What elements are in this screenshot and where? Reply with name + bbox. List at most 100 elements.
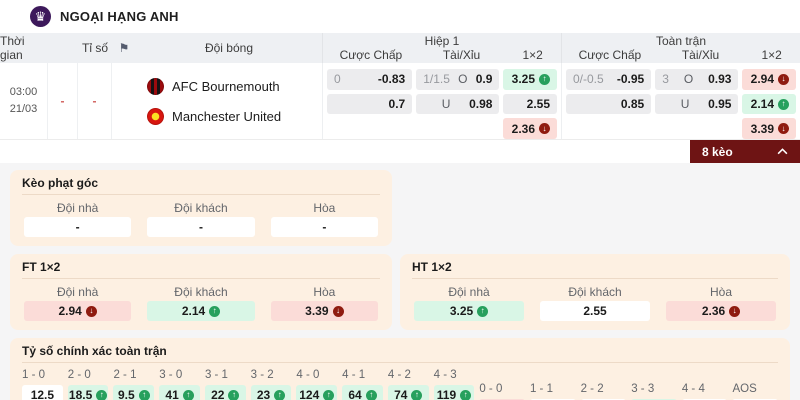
panel-title: Kèo phạt góc	[22, 176, 380, 195]
handicap-odds-cell[interactable]: 0.7	[327, 93, 413, 115]
odds-row: 2.36 ↓	[327, 118, 557, 140]
ft-column-labels: Đội nhà Đội khách Hòa	[24, 284, 378, 301]
score-odds-cell[interactable]: 41 ↑	[159, 385, 200, 400]
odds-cell[interactable]: 2.55	[540, 301, 650, 321]
score-label: AOS	[732, 383, 757, 395]
trend-up-icon: ↑	[365, 389, 377, 400]
odds-cell[interactable]: -	[270, 217, 378, 237]
subheader-1x2: 1×2	[522, 47, 543, 62]
away-team-row[interactable]: Manchester United	[147, 107, 322, 125]
odds-cell[interactable]: 2.94 ↓	[24, 301, 132, 321]
score-column: 1 - 16.2	[529, 368, 576, 400]
score-label: 1 - 0	[22, 369, 46, 381]
odds-value: 2.55	[526, 97, 550, 111]
ou-side: U	[441, 97, 451, 111]
trend-down-icon: ↓	[778, 123, 789, 135]
over-under-odds-cell[interactable]: U 0.98	[416, 93, 500, 115]
odds-cell[interactable]: 3.25 ↑	[414, 301, 524, 321]
ht-1x2-panel: HT 1×2 Đội nhà Đội khách Hòa 3.25 ↑ 2.55 2.36…	[400, 254, 790, 330]
subheader-over-under: Tài/Xỉu	[442, 47, 481, 62]
odds-cell[interactable]: 2.36 ↓	[666, 301, 776, 321]
ou-side: O	[458, 72, 468, 87]
over-under-odds-cell[interactable]: U 0.95	[655, 93, 739, 115]
trend-up-icon: ↑	[96, 389, 108, 400]
odds-cell[interactable]: 3.39 ↓	[270, 301, 378, 321]
odds-value: 64	[348, 388, 362, 400]
odds-value: 0.85	[620, 97, 645, 111]
score-odds-cell[interactable]: 9.5 ↑	[113, 385, 155, 400]
one-x-two-odds-cell[interactable]: 2.55	[503, 93, 557, 115]
odds-value: 124	[299, 388, 320, 400]
odds-cell[interactable]: -	[147, 217, 255, 237]
score-odds-cell[interactable]: 119 ↑	[433, 385, 475, 400]
trend-down-icon: ↓	[729, 305, 741, 317]
odds-row: 0 -0.83 1/1.5 O 0.9 3.25 ↑	[327, 69, 557, 90]
group-label-half1: Hiệp 1	[424, 34, 460, 48]
odds-value: 0.7	[388, 97, 406, 111]
score-column: 3 - 122↑14.5↓	[204, 368, 246, 400]
score-column: 2 - 018.5↑12.5↓	[67, 368, 109, 400]
one-x-two-odds-cell[interactable]: 2.94 ↓	[742, 69, 796, 90]
one-x-two-odds-cell[interactable]: 3.39 ↓	[742, 118, 796, 140]
ft-odds-cells: 2.94 ↓ 2.14 ↑ 3.39 ↓	[24, 301, 378, 321]
score-odds-cell[interactable]: 23 ↑	[250, 385, 292, 400]
trend-down-icon: ↓	[539, 123, 550, 135]
score-odds-cell[interactable]: 22 ↑	[204, 385, 246, 400]
ou-side: O	[683, 72, 694, 87]
one-x-two-odds-cell[interactable]: 3.25 ↑	[503, 69, 557, 90]
score-odds-cell[interactable]: 18.5 ↑	[67, 385, 109, 400]
handicap-odds-cell[interactable]: 0/-0.5 -0.95	[566, 69, 652, 90]
column-label: Đội nhà	[448, 285, 490, 299]
one-x-two-odds-cell[interactable]: 2.36 ↓	[503, 118, 557, 140]
odds-value: 2.36	[511, 121, 535, 136]
score-odds-cell[interactable]: 12.5	[22, 385, 63, 400]
column-header-blank	[48, 33, 78, 63]
ht-odds-cells: 3.25 ↑ 2.55 2.36 ↓	[414, 301, 776, 321]
odds-value: 0.95	[708, 97, 732, 111]
empty-cell	[416, 118, 499, 139]
score-odds-cell[interactable]: 64 ↑	[342, 385, 383, 400]
trend-down-icon: ↓	[332, 305, 344, 317]
premier-league-logo: ♛	[30, 6, 51, 27]
score-label: 3 - 3	[631, 383, 655, 395]
odds-value: 2.55	[583, 304, 607, 318]
handicap-odds-cell[interactable]: 0 -0.83	[327, 69, 413, 90]
odds-cell[interactable]: 2.14 ↑	[147, 301, 255, 321]
over-under-odds-cell[interactable]: 1/1.5 O 0.9	[416, 69, 500, 90]
odds-row: 3.39 ↓	[566, 118, 796, 140]
handicap-odds-cell[interactable]: 0.85	[566, 93, 652, 115]
odds-count-toggle[interactable]: 8 kèo	[690, 140, 800, 163]
odds-count-label: 8 kèo	[702, 144, 733, 159]
odds-table: Thời gian Tỉ số ⚑ Đội bóng Hiệp 1 Cược C…	[0, 33, 800, 140]
score-column: 3 - 223↑19↓	[250, 368, 292, 400]
odds-value: 3.25	[511, 72, 535, 87]
odds-value: 0.93	[708, 72, 732, 87]
match-date: 21/03	[9, 103, 38, 115]
one-x-two-odds-cell[interactable]: 2.14 ↑	[742, 93, 796, 115]
odds-value: 18.5	[68, 388, 93, 400]
odds-value: -0.95	[616, 72, 645, 87]
score-odds-cell[interactable]: 124 ↑	[296, 385, 338, 400]
group-label-full-match: Toàn trận	[655, 34, 707, 48]
trend-up-icon: ↑	[228, 389, 240, 400]
column-label: Hòa	[313, 201, 336, 215]
score-column: 4 - 164↑37↓	[342, 368, 383, 400]
score-label: 4 - 4	[681, 383, 705, 395]
over-under-odds-cell[interactable]: 3 O 0.93	[655, 69, 739, 90]
score-odds-cell[interactable]: 74 ↑	[387, 385, 429, 400]
odds-value: 23	[256, 388, 271, 400]
panel-title: Tỷ số chính xác toàn trận	[22, 344, 778, 363]
column-label: Hòa	[313, 285, 336, 299]
odds-value: -	[75, 220, 80, 234]
odds-value: 2.14	[750, 97, 774, 111]
odds-value: 3.39	[750, 121, 774, 136]
home-team-row[interactable]: AFC Bournemouth	[147, 77, 322, 95]
score-label: 4 - 3	[433, 369, 457, 381]
odds-cell[interactable]: -	[24, 217, 132, 237]
odds-row: 0/-0.5 -0.95 3 O 0.93 2.94 ↓	[566, 69, 796, 90]
ou-line: 1/1.5	[423, 72, 450, 87]
odds-value: 119	[436, 388, 457, 400]
odds-value: 3.25	[449, 304, 474, 318]
half1-odds-group: 0 -0.83 1/1.5 O 0.9 3.25 ↑ 0.7 U 0.98 2.55 2.36 ↓	[322, 63, 561, 140]
odds-value: 0.98	[469, 97, 493, 111]
